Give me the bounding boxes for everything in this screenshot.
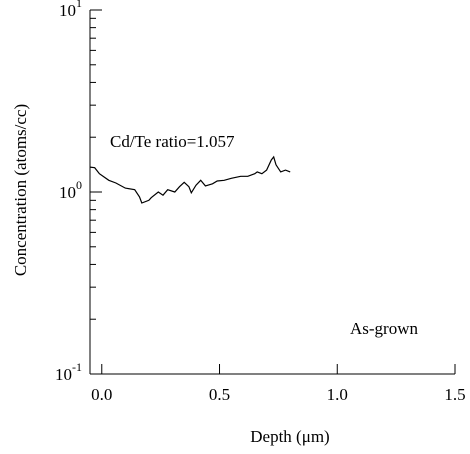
data-line bbox=[89, 155, 291, 204]
y-axis-label: Concentration (atoms/cc) bbox=[11, 104, 30, 276]
x-tick-label: 1.5 bbox=[444, 385, 465, 404]
y-tick-label: 100 bbox=[59, 178, 82, 202]
y-tick-base: 10 bbox=[59, 1, 76, 20]
x-tick-label: 0.5 bbox=[209, 385, 230, 404]
x-tick-label: 1.0 bbox=[327, 385, 348, 404]
y-tick-power: 0 bbox=[76, 178, 82, 192]
x-axis-label: Depth (μm) bbox=[250, 427, 329, 446]
annotation: Cd/Te ratio=1.057 bbox=[110, 132, 235, 151]
y-tick-base: 10 bbox=[55, 365, 72, 384]
y-tick-label: 101 bbox=[59, 0, 82, 20]
y-tick-power: 1 bbox=[76, 0, 82, 10]
y-tick-label: 10-1 bbox=[55, 360, 82, 384]
annotation: As-grown bbox=[350, 319, 418, 338]
y-tick-base: 10 bbox=[59, 183, 76, 202]
x-tick-label: 0.0 bbox=[91, 385, 112, 404]
y-tick-power: -1 bbox=[72, 360, 82, 374]
